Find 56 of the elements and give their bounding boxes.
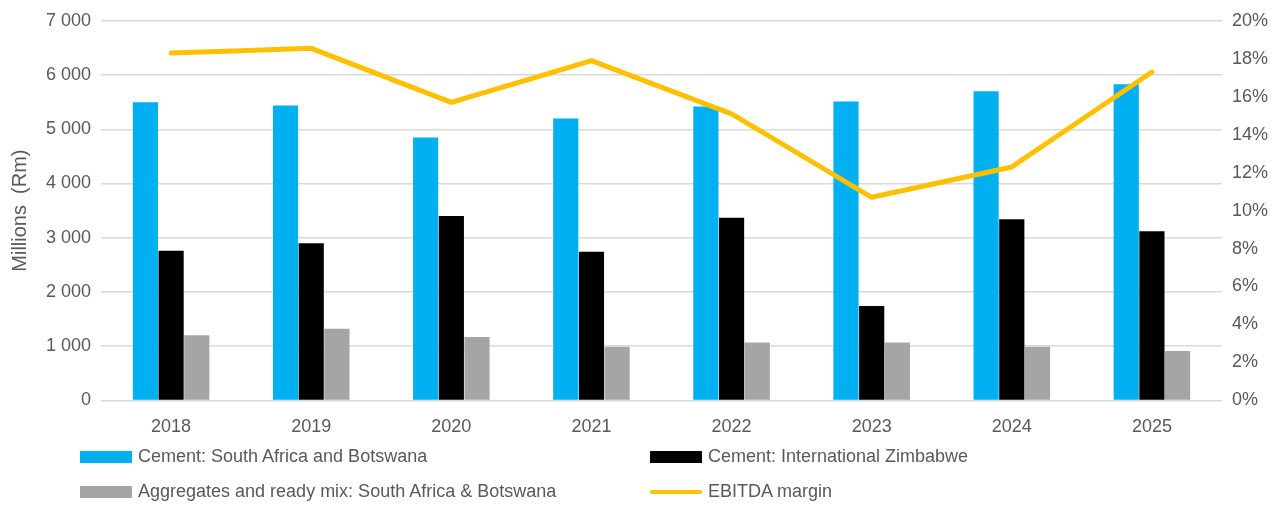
x-tick-label: 2020 [431,416,472,437]
bar [298,243,324,400]
x-tick-label: 2025 [1131,416,1172,437]
bar [324,328,350,400]
legend-label: Cement: International Zimbabwe [708,446,969,467]
bar [604,346,630,400]
bar [973,91,999,400]
bar [833,101,859,400]
y-tick-label: 4 000 [46,172,92,193]
bar [744,342,770,400]
y2-tick-label: 18% [1231,47,1268,68]
bar [1024,346,1051,400]
x-tick-label: 2018 [151,416,192,437]
bar [718,217,745,400]
legend-label: Cement: South Africa and Botswana [138,446,428,467]
bar [1139,231,1165,400]
bar [438,216,464,400]
bar [884,342,910,400]
y2-tick-label: 20% [1231,9,1268,30]
x-tick-label: 2019 [291,416,332,437]
y-tick-label: 2 000 [46,280,92,301]
y-tick-label: 0 [81,389,92,410]
bar [578,251,605,400]
bar [413,137,439,400]
y2-tick-label: 14% [1231,123,1268,144]
y-tick-label: 1 000 [46,335,92,356]
x-tick-label: 2022 [711,416,752,437]
y-tick-label: 6 000 [46,64,92,84]
y-tick-label: 3 000 [46,226,92,247]
y-tick-label: 7 000 [46,9,92,30]
bar [158,250,184,400]
y2-tick-label: 8% [1231,237,1258,258]
bar [693,106,719,400]
x-tick-label: 2021 [571,416,612,437]
legend-label: EBITDA margin [708,481,833,502]
y2-tick-label: 16% [1231,85,1268,106]
y2-tick-label: 12% [1231,161,1268,182]
bar [1165,351,1191,400]
y-axis-title: Millions (Rm) [7,149,30,272]
y2-tick-label: 2% [1231,351,1258,372]
bar [553,118,579,400]
y2-tick-label: 4% [1231,313,1258,334]
bar [1113,84,1139,400]
bar [464,336,490,400]
bar [272,105,299,400]
y2-tick-label: 0% [1231,389,1258,410]
y2-tick-label: 10% [1231,199,1268,220]
x-tick-label: 2024 [991,416,1032,437]
y-tick-label: 5 000 [46,118,92,139]
legend-label: Aggregates and ready mix: South Africa & Botswana [138,481,557,502]
y2-tick-label: 6% [1231,275,1258,296]
bar [184,335,210,400]
bar [859,306,885,400]
bar [999,219,1025,400]
x-tick-label: 2023 [851,416,892,437]
bar [132,102,158,400]
